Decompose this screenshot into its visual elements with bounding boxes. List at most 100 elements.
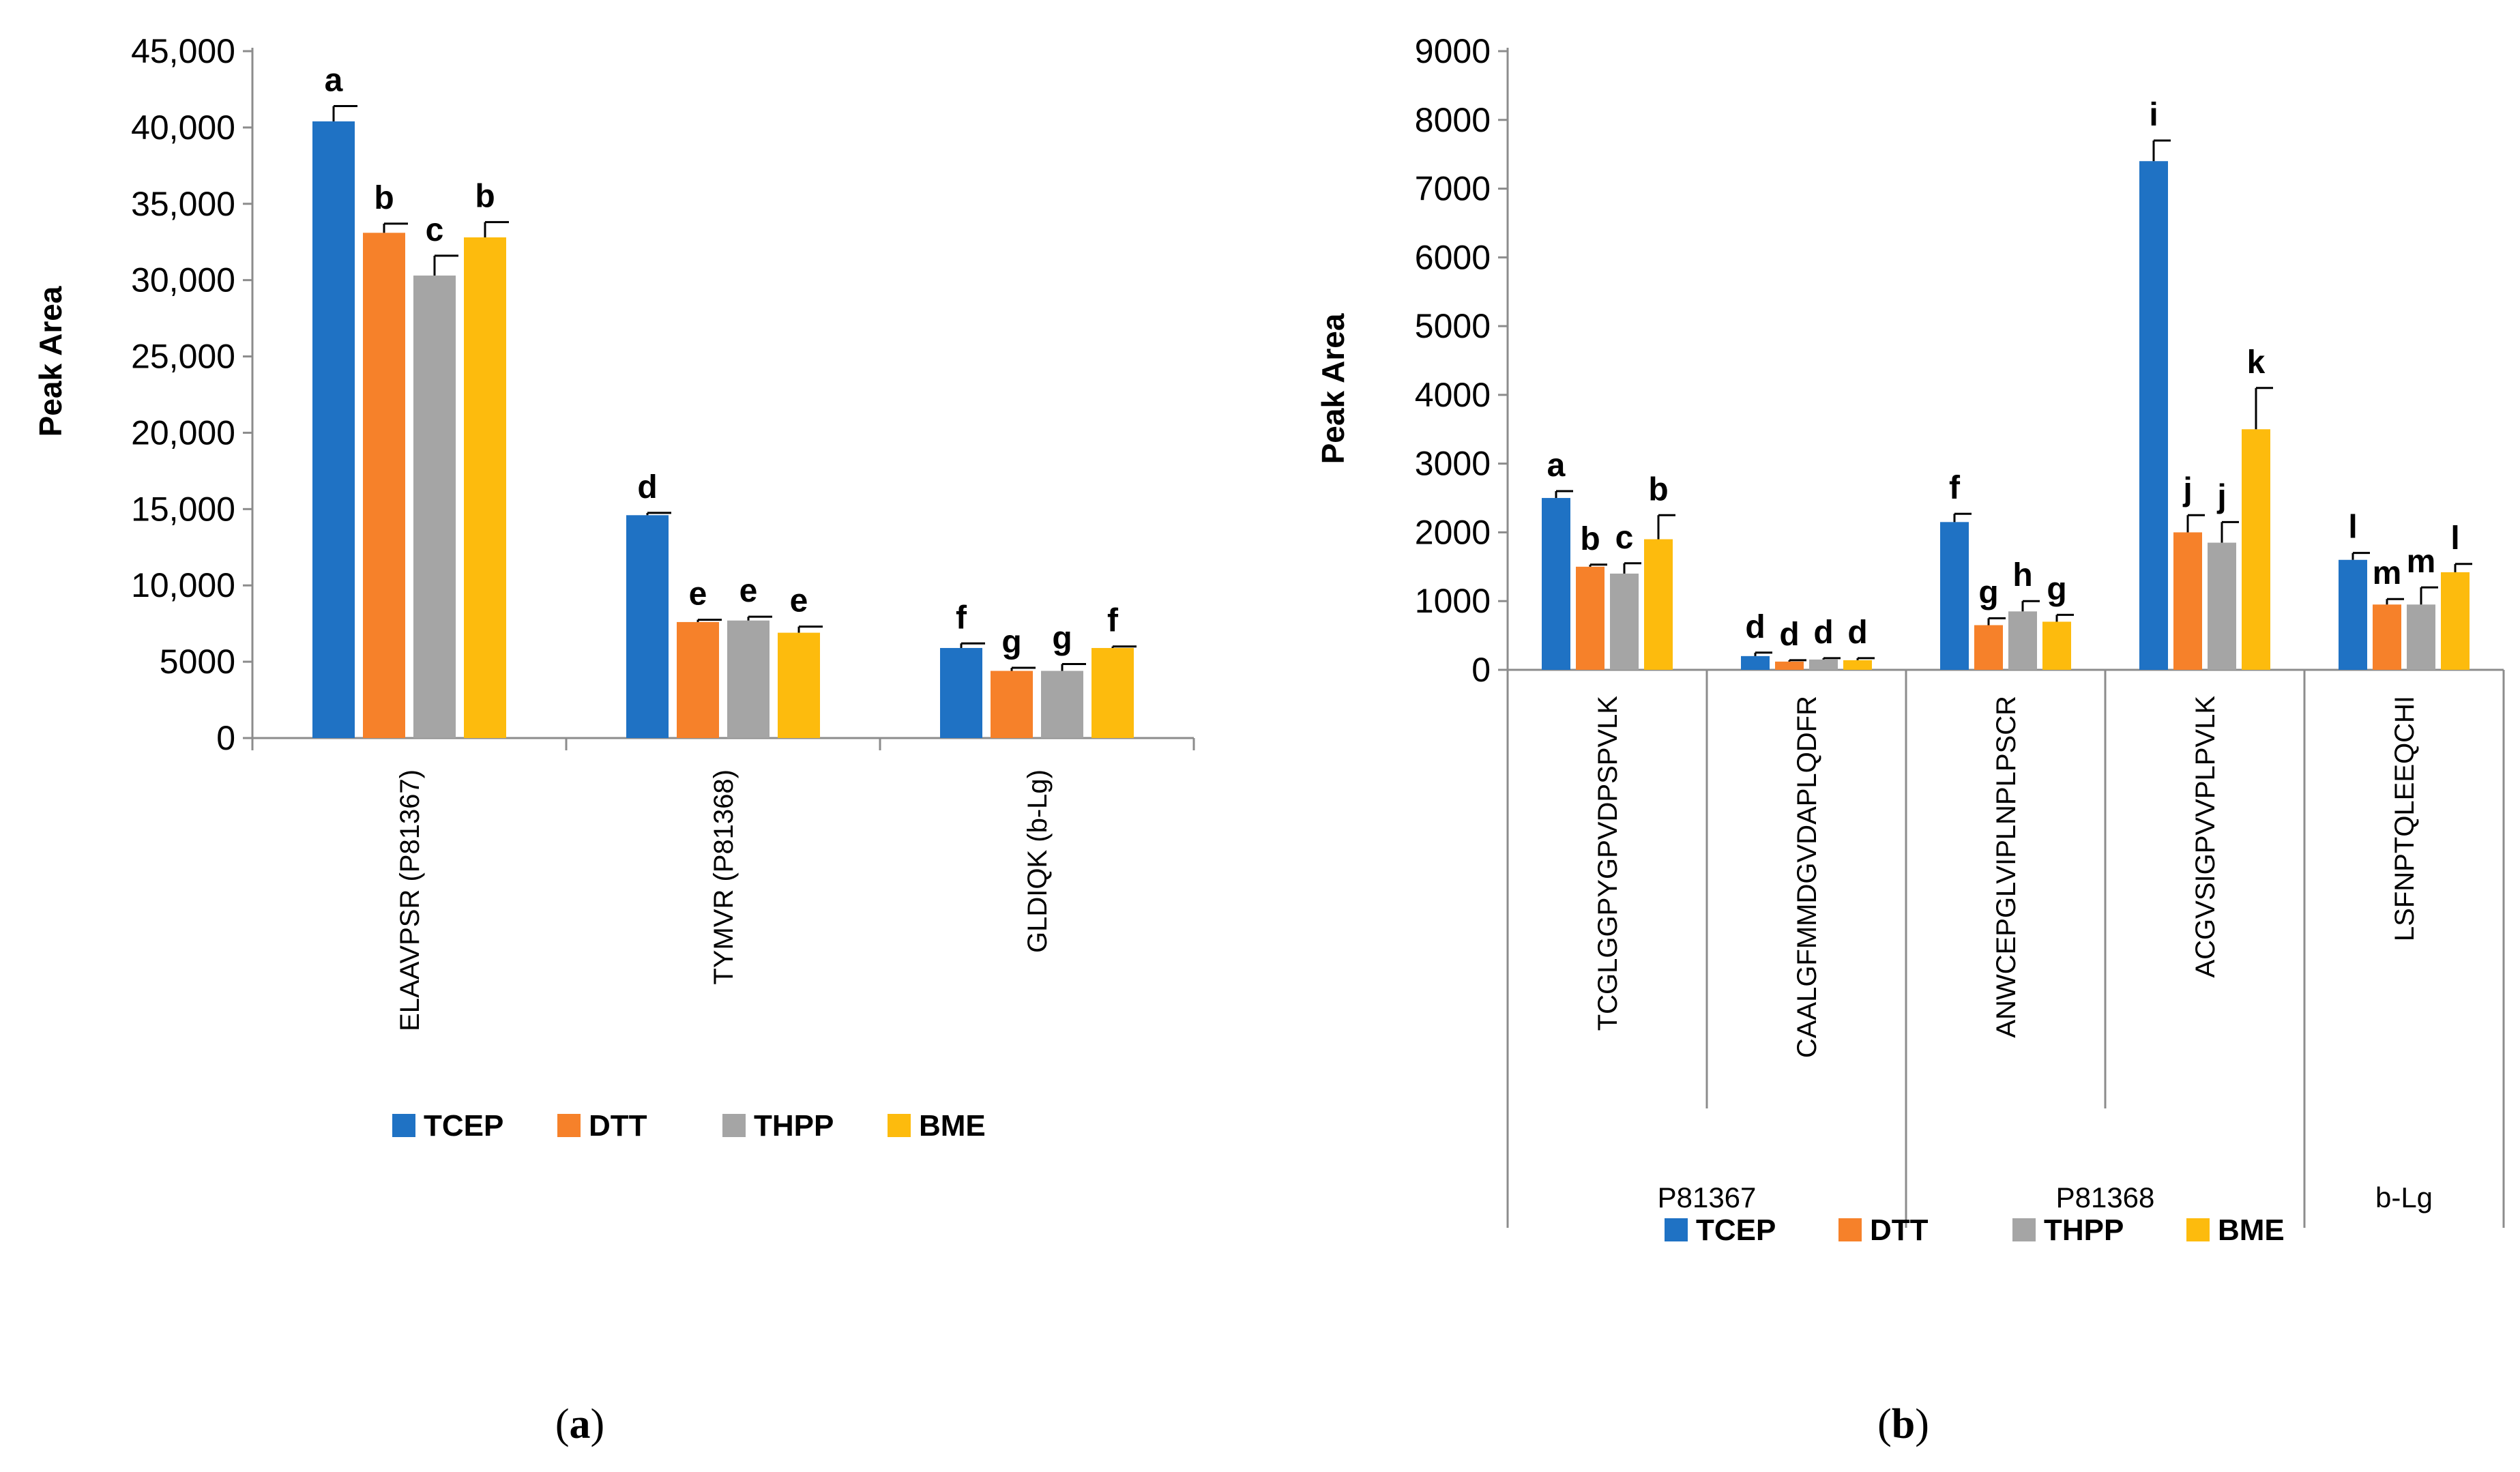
panel-a-category-label: GLDIQK (b-Lg)	[1023, 769, 1053, 953]
panel-b-significance-letter: j	[2216, 478, 2226, 514]
panel-a-significance-letter: e	[739, 573, 758, 609]
panel-b-bar-bme	[1843, 660, 1872, 670]
panel-b-significance-letter: f	[1949, 470, 1961, 506]
panel-b-axes: 0 1000 2000 3000 4000 5000 6000 7000 8000 9000 TCG…	[1415, 32, 2505, 1228]
panel-b-significance-letter: a	[1547, 447, 1566, 484]
panel-b-legend-swatch-thpp	[2012, 1218, 2036, 1241]
panel-b-bar-bme	[2042, 621, 2071, 670]
panel-a-legend-label-thpp: THPP	[754, 1109, 834, 1143]
panel-b-legend-label-tcep: TCEP	[1696, 1213, 1776, 1247]
panel-a-significance-letter: g	[1001, 624, 1021, 660]
panel-b-group-label: P81367	[1658, 1181, 1757, 1213]
panel-a-y-tick-label: 10,000	[131, 566, 235, 604]
panel-b-significance-letter: c	[1615, 520, 1634, 556]
panel-a-axes: 0 5000 10,000 15,000 20,000 25,000 30,000 35,00…	[131, 32, 1195, 1031]
panel-a-y-tick-label: 25,000	[131, 338, 235, 376]
panel-b-significance-letter: i	[2149, 97, 2158, 133]
panel-a-significance-letter: c	[426, 212, 444, 248]
panel-a-significance-letter: g	[1052, 620, 1072, 656]
panel-b-significance-letter: m	[2407, 544, 2436, 580]
panel-b-legend-swatch-dtt	[1838, 1218, 1862, 1241]
panel-b-significance-letter: l	[2450, 520, 2459, 557]
panel-a-y-tick-label: 20,000	[131, 413, 235, 452]
panel-a-legend-swatch-thpp	[722, 1114, 746, 1137]
panel-b-significance-letter: d	[1745, 609, 1765, 645]
panel-b-significance-letter: m	[2373, 555, 2402, 591]
panel-a-legend-swatch-bme	[888, 1114, 911, 1137]
panel-b-bar-dtt	[2173, 532, 2202, 670]
panel-a-y-tick-label: 40,000	[131, 108, 235, 147]
panel-b-significance-letter: d	[1779, 617, 1799, 653]
panel-b-bar-dtt	[1775, 661, 1804, 670]
panel-a-significance-letter: d	[637, 469, 657, 505]
panel-a-category-label: ELAAVPSR (P81367)	[395, 769, 425, 1031]
panel-a-y-tick-label: 5000	[160, 643, 235, 681]
panel-a-bar-tcep	[312, 121, 355, 739]
panel-a-bar-thpp	[727, 620, 770, 738]
panel-a-category-label: TYMVR (P81368)	[709, 769, 739, 985]
panel-b-significance-letter: b	[1648, 471, 1668, 507]
panel-b-category-label: CAALGFMMDGVDAPLQDFR	[1792, 696, 1822, 1058]
panel-b-bar-tcep	[1741, 656, 1770, 670]
panel-b-significance-letter: b	[1580, 521, 1600, 557]
panel-b-bar-dtt	[1576, 566, 1605, 670]
panel-b-legend-swatch-tcep	[1665, 1218, 1688, 1241]
panel-b-category-label: ANWCEPGLVIPLNPLPSCR	[1991, 696, 2021, 1038]
panel-b-y-tick-label: 1000	[1415, 582, 1491, 620]
panel-b-bar-tcep	[1542, 498, 1570, 670]
panel-b-bar-thpp	[1610, 573, 1639, 670]
panel-b-bar-dtt	[1974, 625, 2003, 670]
panel-a-significance-letter: e	[790, 583, 808, 619]
panel-a-legend-label-dtt: DTT	[589, 1109, 647, 1143]
panel-b-legend: TCEP DTT THPP BME	[1665, 1213, 2285, 1247]
panel-b-bar-dtt	[2373, 604, 2401, 670]
panel-b-category-label: LSFNPTQLEEQCHI	[2390, 696, 2420, 941]
panel-b-y-axis-label: Peak Area	[1315, 313, 1351, 464]
panel-a-y-tick-label: 45,000	[131, 32, 235, 70]
panel-b-group-label: P81368	[2056, 1181, 2155, 1213]
panel-b-legend-swatch-bme	[2186, 1218, 2210, 1241]
panel-a-caption: (a)	[555, 1401, 604, 1447]
panel-b-bar-thpp	[1809, 659, 1838, 670]
panel-b-y-tick-label: 9000	[1415, 32, 1491, 70]
panel-b-y-tick-label: 0	[1471, 651, 1491, 689]
panel-b-y-tick-label: 8000	[1415, 101, 1491, 139]
panel-b-y-tick-label: 2000	[1415, 513, 1491, 551]
panel-b-bar-thpp	[2208, 542, 2236, 670]
panel-a-bar-bme	[1091, 647, 1134, 738]
panel-a-significance-letter: b	[374, 180, 394, 216]
panel-b: Peak Area 0 1000 2000 3000 4000 5000 6000 7000 8…	[1315, 32, 2505, 1447]
panel-b-category-label: TCGLGGPYGPVDPSPVLK	[1593, 696, 1623, 1031]
panel-b-legend-label-dtt: DTT	[1870, 1213, 1929, 1247]
panel-a-legend: TCEP DTT THPP BME	[392, 1109, 986, 1143]
panel-b-legend-label-thpp: THPP	[2044, 1213, 2124, 1247]
panel-a-bar-dtt	[363, 233, 405, 739]
panel-b-bar-tcep	[2139, 161, 2168, 670]
panel-a-significance-letter: e	[689, 576, 707, 613]
panel-a-legend-label-tcep: TCEP	[424, 1109, 503, 1143]
panel-b-significance-letter: h	[2012, 557, 2032, 593]
panel-b-significance-letter: d	[1813, 615, 1833, 651]
panel-a-significance-letter: f	[956, 600, 967, 636]
panel-b-group-label: b-Lg	[2375, 1181, 2433, 1213]
panel-a-legend-label-bme: BME	[919, 1109, 986, 1143]
panel-a-bar-tcep	[626, 515, 669, 738]
panel-b-significance-letter: g	[1978, 574, 1998, 610]
panel-a-caption-letter: a	[570, 1401, 591, 1447]
panel-b-y-tick-label: 3000	[1415, 445, 1491, 483]
panel-a-bar-dtt	[991, 671, 1033, 738]
panel-a-y-axis-label: Peak Area	[33, 286, 68, 437]
panel-b-bar-thpp	[2008, 611, 2037, 670]
panel-a-legend-swatch-tcep	[392, 1114, 415, 1137]
panel-a: Peak Area 0 5000 10,000 15,000 20,000 25,000 3…	[33, 32, 1195, 1447]
panel-b-y-tick-label: 5000	[1415, 307, 1491, 345]
panel-a-y-tick-label: 30,000	[131, 261, 235, 299]
panel-a-y-tick-label: 0	[216, 719, 235, 757]
panel-b-significance-letter: j	[2182, 471, 2192, 507]
panel-b-bar-bme	[1644, 539, 1673, 670]
panel-b-y-tick-label: 7000	[1415, 170, 1491, 208]
panel-b-bar-bme	[2441, 572, 2470, 670]
panel-a-bar-thpp	[413, 275, 456, 738]
panel-b-y-tick-label: 6000	[1415, 238, 1491, 276]
